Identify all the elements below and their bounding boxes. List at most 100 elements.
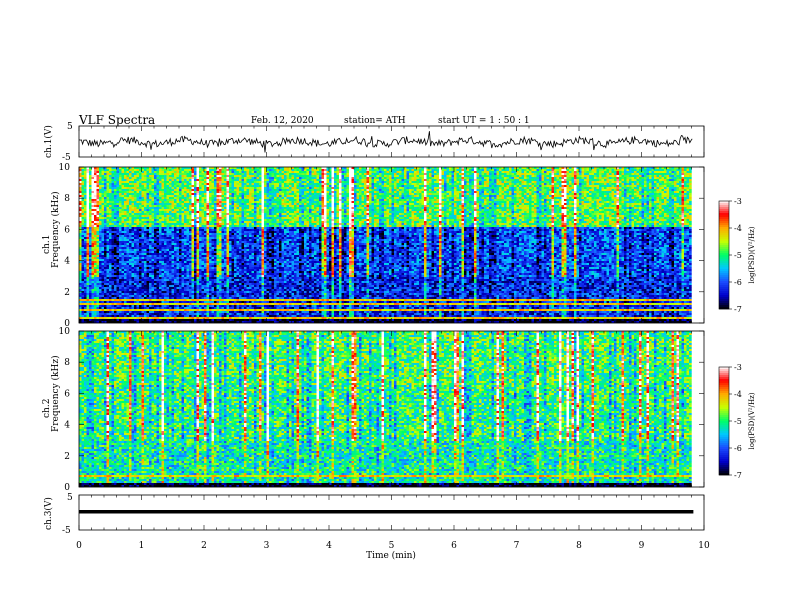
spectrogram-cell xyxy=(449,177,452,180)
spectrogram-cell xyxy=(574,171,577,174)
spectrogram-cell xyxy=(124,185,127,188)
spectrogram-cell xyxy=(426,179,430,182)
spectrogram-cell xyxy=(114,191,117,194)
spectrogram-cell xyxy=(289,193,292,196)
spectrogram-cell xyxy=(246,199,250,202)
spectrogram-cell xyxy=(391,167,395,170)
spectrogram-cell xyxy=(351,197,355,200)
spectrogram-cell xyxy=(289,171,292,174)
spectrogram-cell xyxy=(576,205,580,208)
spectrogram-cell xyxy=(484,187,487,190)
spectrogram-cell xyxy=(669,187,672,190)
spectrogram-cell xyxy=(414,205,417,208)
spectrogram-cell xyxy=(461,191,465,194)
spectrogram-cell xyxy=(429,197,432,200)
spectrogram-cell xyxy=(254,199,257,202)
spectrogram-cell xyxy=(546,171,550,174)
spectrogram-cell xyxy=(244,189,247,192)
spectrogram-cell xyxy=(646,197,650,200)
spectrogram-cell xyxy=(626,203,630,206)
spectrogram-cell xyxy=(574,175,577,178)
spectrogram-cell xyxy=(199,205,202,208)
spectrogram-cell xyxy=(644,197,647,200)
spectrogram-cell xyxy=(141,193,145,196)
spectrogram-cell xyxy=(306,175,310,178)
spectrogram-cell xyxy=(554,181,557,184)
spectrogram-cell xyxy=(609,183,612,186)
spectrogram-cell xyxy=(136,187,140,190)
spectrogram-cell xyxy=(569,173,572,176)
spectrogram-cell xyxy=(214,201,217,204)
spectrogram-cell xyxy=(344,167,347,170)
spectrogram-cell xyxy=(154,205,157,208)
spectrogram-cell xyxy=(674,173,677,176)
spectrogram-cell xyxy=(386,195,390,198)
spectrogram-cell xyxy=(194,205,197,208)
spectrogram-cell xyxy=(121,179,125,182)
spectrogram-cell xyxy=(251,181,255,184)
spectrogram-cell xyxy=(321,187,325,190)
spectrogram-cell xyxy=(404,187,407,190)
spectrogram-cell xyxy=(196,179,200,182)
spectrogram-cell xyxy=(239,193,242,196)
spectrogram-cell xyxy=(284,187,287,190)
spectrogram-cell xyxy=(664,187,667,190)
spectrogram-cell xyxy=(436,193,440,196)
spectrogram-cell xyxy=(174,197,177,200)
spectrogram-cell xyxy=(551,181,555,184)
spectrogram-cell xyxy=(86,185,90,188)
spectrogram-cell xyxy=(534,203,537,206)
spectrogram-cell xyxy=(531,183,535,186)
spectrogram-cell xyxy=(576,179,580,182)
spectrogram-cell xyxy=(109,183,112,186)
spectrogram-cell xyxy=(134,191,137,194)
spectrogram-cell xyxy=(479,181,482,184)
spectrogram-cell xyxy=(539,187,542,190)
spectrogram-cell xyxy=(361,169,365,172)
spectrogram-cell xyxy=(281,183,285,186)
spectrogram-cell xyxy=(144,175,147,178)
spectrogram-cell xyxy=(431,205,435,208)
spectrogram-cell xyxy=(571,173,575,176)
spectrogram-cell xyxy=(394,191,397,194)
spectrogram-cell xyxy=(164,191,167,194)
spectrogram-cell xyxy=(216,169,220,172)
spectrogram-cell xyxy=(594,197,597,200)
spectrogram-cell xyxy=(519,185,522,188)
spectrogram-cell xyxy=(166,167,170,170)
spectrogram-cell xyxy=(589,173,592,176)
spectrogram-cell xyxy=(96,197,100,200)
spectrogram-cell xyxy=(494,179,497,182)
spectrogram-cell xyxy=(144,205,147,208)
spectrogram-cell xyxy=(326,203,330,206)
spectrogram-cell xyxy=(351,191,355,194)
spectrogram-cell xyxy=(89,203,92,206)
spectrogram-cell xyxy=(386,171,390,174)
spectrogram-cell xyxy=(239,201,242,204)
spectrogram-cell xyxy=(684,195,687,198)
spectrogram-cell xyxy=(311,179,315,182)
spectrogram-cell xyxy=(554,185,557,188)
spectrogram-cell xyxy=(256,197,260,200)
spectrogram-cell xyxy=(476,197,480,200)
spectrogram-cell xyxy=(661,181,665,184)
spectrogram-cell xyxy=(679,181,682,184)
spectrogram-cell xyxy=(656,177,660,180)
spectrogram-cell xyxy=(266,173,270,176)
spectrogram-cell xyxy=(304,179,307,182)
spectrogram-cell xyxy=(321,181,325,184)
spectrogram-cell xyxy=(444,193,447,196)
spectrogram-cell xyxy=(446,189,450,192)
spectrogram-cell xyxy=(96,191,100,194)
spectrogram-cell xyxy=(161,201,165,204)
spectrogram-cell xyxy=(614,179,617,182)
spectrogram-cell xyxy=(266,197,270,200)
spectrogram-cell xyxy=(334,169,337,172)
spectrogram-cell xyxy=(141,185,145,188)
spectrogram-cell xyxy=(474,203,477,206)
spectrogram-cell xyxy=(484,189,487,192)
spectrogram-cell xyxy=(471,179,475,182)
spectrogram-cell xyxy=(531,193,535,196)
spectrogram-cell xyxy=(94,171,97,174)
spectrogram-cell xyxy=(179,167,182,170)
